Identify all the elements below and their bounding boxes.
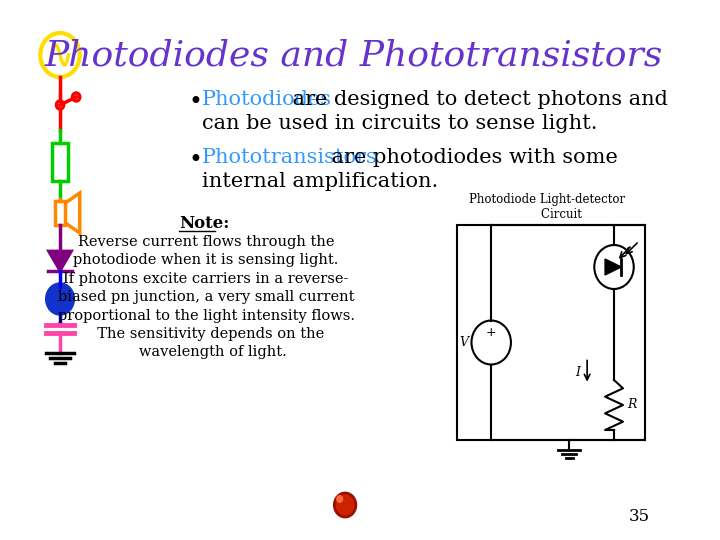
Circle shape	[336, 495, 343, 503]
Text: V: V	[460, 336, 469, 349]
Bar	[52, 143, 68, 181]
Circle shape	[334, 493, 356, 517]
Text: R: R	[627, 399, 637, 411]
Text: I: I	[576, 366, 580, 379]
Text: •: •	[188, 148, 202, 172]
Text: can be used in circuits to sense light.: can be used in circuits to sense light.	[202, 114, 597, 133]
Text: Photodiode Light-detector
        Circuit: Photodiode Light-detector Circuit	[469, 193, 625, 221]
Text: internal amplification.: internal amplification.	[202, 172, 438, 191]
Text: Note:: Note:	[179, 215, 230, 232]
Circle shape	[45, 283, 74, 315]
Text: •: •	[188, 90, 202, 114]
Polygon shape	[605, 259, 621, 275]
Text: +: +	[486, 326, 497, 339]
Text: Photodiodes: Photodiodes	[202, 90, 332, 109]
Bar	[55, 201, 66, 225]
Polygon shape	[48, 251, 72, 271]
Text: Phototransistors: Phototransistors	[202, 148, 377, 167]
Text: Photodiodes and Phototransistors: Photodiodes and Phototransistors	[45, 38, 663, 72]
Text: are photodiodes with some: are photodiodes with some	[325, 148, 618, 167]
Text: Reverse current flows through the
photodiode when it is sensing light.
If photon: Reverse current flows through the photod…	[58, 235, 355, 360]
Text: are designed to detect photons and: are designed to detect photons and	[287, 90, 668, 109]
Text: 35: 35	[629, 508, 650, 525]
